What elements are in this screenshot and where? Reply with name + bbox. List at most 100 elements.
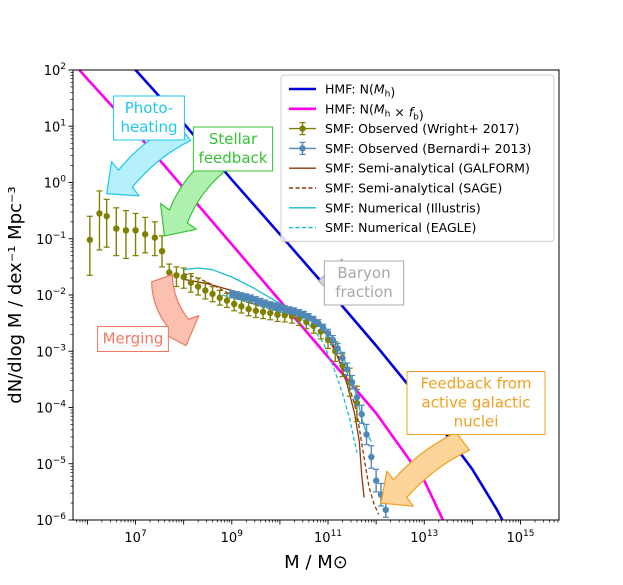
point-wright-12 [187,279,195,286]
point-bernardi-22 [334,345,341,352]
legend-label-bernardi: SMF: Observed (Bernardi+ 2013) [325,141,531,156]
annotation-stellar-label-0: Stellar [209,130,258,148]
annotation-agn-label-1: active galactic [422,394,531,412]
x-tick-label: 107 [124,529,146,546]
point-wright-0 [86,236,94,244]
x-tick-label: 1011 [314,529,342,546]
annotation-baryon-label-1: fraction [335,283,393,301]
y-tick-label: 10−6 [36,512,66,529]
y-tick-label: 10−1 [36,231,66,248]
x-tick-label: 1015 [507,529,535,546]
point-bernardi-30 [372,477,380,484]
point-wright-6 [141,231,149,238]
legend-label-illustris: SMF: Numerical (Illustris) [325,200,481,215]
x-tick-label: 1013 [410,529,438,546]
point-wright-16 [216,294,223,302]
legend: HMF: N(Mh)HMF: N(Mh × fb)SMF: Observed (… [280,74,555,242]
point-wright-14 [202,287,209,294]
point-wright-4 [122,227,130,234]
y-tick-label: 102 [44,62,66,79]
point-bernardi-0 [228,290,235,298]
annotation-stellar-arrow [159,158,225,237]
annotation-photoheating-label-1: heating [120,118,177,136]
annotation-merging-label-0: Merging [103,330,164,348]
annotation-agn-label-2: nuclei [454,413,499,431]
annotation-stellar-box [192,126,274,172]
annotation-photoheating-label-0: Photo- [125,99,173,117]
point-bernardi-26 [353,394,361,401]
point-bernardi-10 [276,304,284,311]
point-wright-7 [151,234,159,241]
x-tick-label: 109 [221,529,244,546]
y-tick-label: 10−2 [36,287,66,304]
legend-label-hmf: HMF: N(Mh) [325,82,395,100]
series-hmf-line [133,70,504,520]
point-bernardi-29 [368,453,375,461]
legend-entry-sage: SMF: Semi-analytical (SAGE) [289,181,502,196]
annotation-photoheating: Photo-heating [106,95,192,197]
point-bernardi-12 [286,306,293,314]
point-bernardi-24 [344,366,351,373]
y-tick-label: 10−3 [36,343,66,360]
legend-box [280,74,555,242]
point-bernardi-7 [262,300,269,307]
legend-label-sage: SMF: Semi-analytical (SAGE) [325,181,502,196]
point-bernardi-14 [295,309,303,317]
point-bernardi-3 [243,294,250,301]
point-wright-25 [281,312,288,319]
point-wright-5 [132,227,139,234]
point-bernardi-15 [300,311,308,318]
point-bernardi-16 [305,313,312,321]
y-tick-label: 101 [44,118,66,135]
legend-label-galform: SMF: Semi-analytical (GALFORM) [325,161,530,176]
annotation-agn-arrow [380,431,470,507]
point-wright-19 [238,303,245,310]
point-wright-20 [245,305,252,313]
series-layer [77,70,504,520]
y-tick-label: 10−4 [36,400,66,417]
point-bernardi-6 [257,298,264,305]
legend-entry-eagle: SMF: Numerical (EAGLE) [289,220,476,235]
annotation-merging: Merging [97,273,200,352]
point-bernardi-5 [252,296,260,304]
legend-entry-galform: SMF: Semi-analytical (GALFORM) [289,161,530,176]
point-wright-31 [324,336,332,344]
point-bernardi-27 [358,411,365,418]
point-bernardi-4 [247,295,255,302]
point-bernardi-28 [363,431,370,438]
annotation-baryon-box [323,260,405,306]
point-wright-1 [96,210,103,217]
point-wright-8 [158,247,166,255]
point-bernardi-11 [281,305,288,313]
axes: 107 109 1011 1013 1015 102 101 100 10−1 10−2 10−3 1… [5,62,560,573]
legend-label-eagle: SMF: Numerical (EAGLE) [325,220,476,235]
point-wright-22 [259,308,267,316]
point-wright-2 [103,213,110,220]
legend-label-wright: SMF: Observed (Wright+ 2017) [325,121,519,136]
point-wright-24 [274,311,281,318]
point-bernardi-8 [267,301,274,309]
y-tick-label: 10−5 [36,456,66,473]
point-bernardi-21 [329,336,337,344]
annotation-photoheating-box [113,95,185,141]
point-bernardi-32 [382,506,389,514]
point-wright-17 [223,297,231,304]
point-wright-27 [295,315,303,322]
legend-entry-bernardi: SMF: Observed (Bernardi+ 2013) [289,141,531,156]
annotation-agn-label-0: Feedback from [420,375,531,393]
legend-entry-illustris: SMF: Numerical (Illustris) [289,200,481,215]
legend-label-hmf_fb: HMF: N(Mh × fb) [325,101,424,122]
point-wright-21 [252,307,260,314]
legend-entry-hmf_fb: HMF: N(Mh × fb) [289,101,424,122]
point-wright-23 [267,309,274,317]
point-bernardi-13 [291,308,298,315]
x-axis-label: M / M⊙ [284,552,348,573]
annotation-baryon-label-0: Baryon [337,264,390,282]
point-wright-18 [230,300,238,308]
point-bernardi-2 [238,292,245,300]
point-wright-15 [209,290,216,298]
